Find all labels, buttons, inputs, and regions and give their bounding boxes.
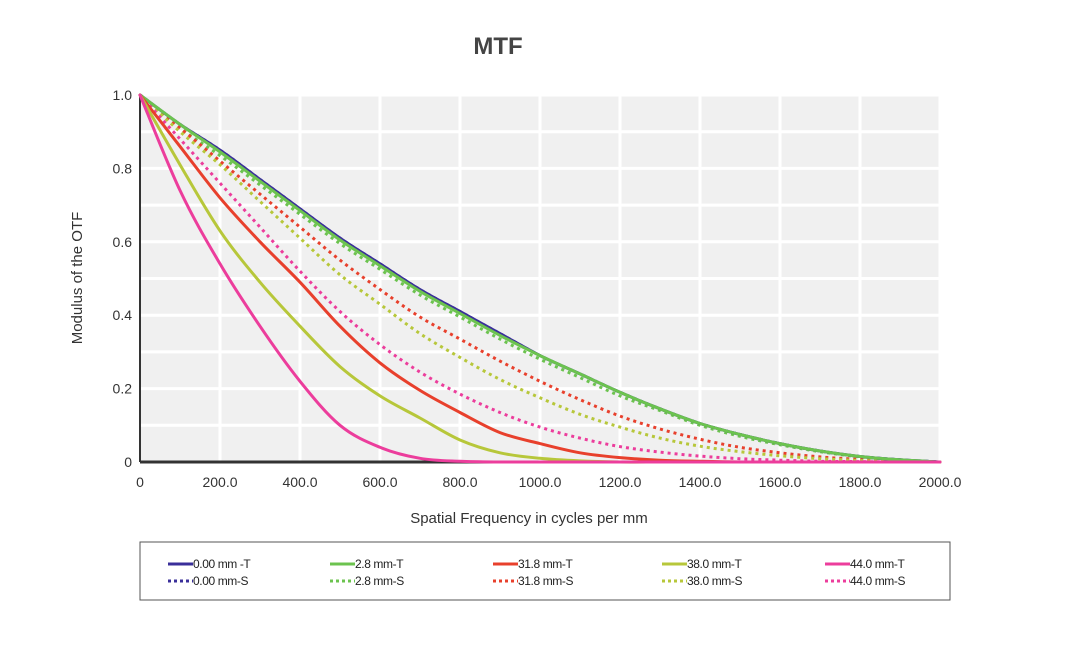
- series-line-44-0-mm-t: [138, 93, 942, 464]
- x-tick-label: 2000.0: [919, 474, 962, 490]
- y-tick-label: 0.4: [113, 307, 133, 323]
- legend-label-0-00-mm-s: 0.00 mm-S: [193, 574, 248, 588]
- series-line-38-0-mm-s: [138, 93, 941, 464]
- y-tick-label: 1.0: [113, 87, 133, 103]
- x-tick-label: 1400.0: [679, 474, 722, 490]
- x-tick-label: 600.0: [362, 474, 397, 490]
- legend-label-31-8-mm-t: 31.8 mm-T: [518, 557, 573, 571]
- legend: 0.00 mm -T 0.00 mm-S 2.8 mm-T 2.8 mm-S 31.8 …: [168, 557, 906, 588]
- chart-title: MTF: [473, 33, 522, 60]
- series-lines: [138, 93, 942, 464]
- legend-label-2-8-mm-s: 2.8 mm-S: [355, 574, 404, 588]
- x-axis-label: Spatial Frequency in cycles per mm: [410, 510, 648, 527]
- y-tick-label: 0: [124, 454, 132, 470]
- legend-label-44-0-mm-s: 44.0 mm-S: [850, 574, 905, 588]
- x-tick-labels: 0 200.0 400.0 600.0 800.0 1000.0 1200.0 1400.0 1…: [136, 474, 962, 490]
- legend-label-38-0-mm-t: 38.0 mm-T: [687, 557, 742, 571]
- x-tick-label: 1600.0: [759, 474, 802, 490]
- y-tick-label: 0.6: [113, 234, 133, 250]
- series-line-2-8-mm-t: [138, 93, 942, 464]
- y-tick-labels: 0 0.2 0.4 0.6 0.8 1.0: [113, 87, 133, 470]
- series-line-31-8-mm-s: [139, 93, 941, 464]
- y-axis-label: Modulus of the OTF: [69, 212, 86, 345]
- grid: [140, 93, 942, 462]
- legend-box: [139, 541, 951, 601]
- x-tick-label: 800.0: [442, 474, 477, 490]
- x-tick-label: 1200.0: [599, 474, 642, 490]
- legend-label-0-00-mm-t: 0.00 mm -T: [193, 557, 251, 571]
- x-tick-label: 1800.0: [839, 474, 882, 490]
- legend-label-38-0-mm-s: 38.0 mm-S: [687, 574, 742, 588]
- legend-label-44-0-mm-t: 44.0 mm-T: [850, 557, 905, 571]
- y-tick-label: 0.8: [113, 160, 133, 176]
- x-tick-label: 200.0: [202, 474, 237, 490]
- x-tick-label: 1000.0: [519, 474, 562, 490]
- x-tick-label: 0: [136, 474, 144, 490]
- x-tick-label: 400.0: [282, 474, 317, 490]
- legend-label-2-8-mm-t: 2.8 mm-T: [355, 557, 404, 571]
- legend-label-31-8-mm-s: 31.8 mm-S: [518, 574, 573, 588]
- y-tick-label: 0.2: [113, 381, 133, 397]
